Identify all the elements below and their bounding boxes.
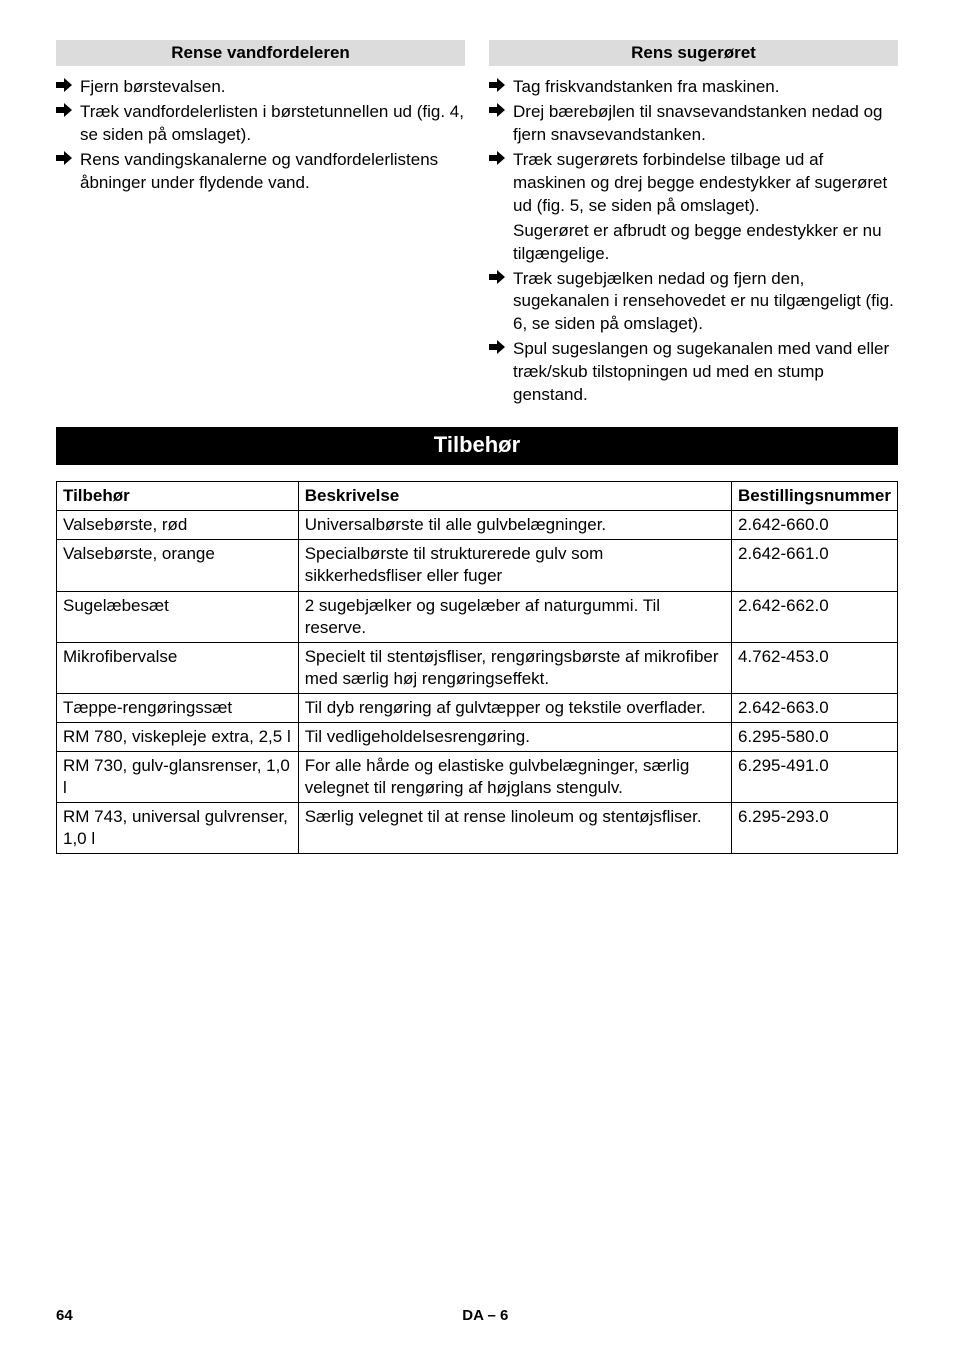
left-heading: Rense vandfordeleren (56, 40, 465, 66)
table-cell: Valsebørste, orange (57, 540, 299, 591)
table-row: Valsebørste, rødUniversalbørste til alle… (57, 511, 898, 540)
list-item-text: Træk sugerørets forbindelse tilbage ud a… (513, 149, 898, 218)
right-list: Tag friskvandstanken fra maskinen.Drej b… (489, 76, 898, 407)
right-heading: Rens sugerøret (489, 40, 898, 66)
list-item: Træk vandfordelerlisten i børstetunnelle… (56, 101, 465, 147)
list-item-text: Træk sugebjælken nedad og fjern den, sug… (513, 268, 898, 337)
arrow-right-icon (56, 151, 74, 165)
page-footer: 64 DA – 6 (56, 1307, 898, 1324)
accessories-table: Tilbehør Beskrivelse Bestillingsnummer V… (56, 481, 898, 854)
table-cell: For alle hårde og elastiske gulvbelægnin… (298, 752, 731, 803)
table-row: RM 780, viskepleje extra, 2,5 lTil vedli… (57, 722, 898, 751)
table-cell: RM 730, gulv-glansrenser, 1,0 l (57, 752, 299, 803)
table-row: Valsebørste, orangeSpecialbørste til str… (57, 540, 898, 591)
page-number: 64 (56, 1307, 73, 1324)
list-item-note: Sugerøret er afbrudt og begge endestykke… (513, 220, 898, 266)
left-list: Fjern børstevalsen.Træk vandfordelerlist… (56, 76, 465, 195)
table-cell: Til dyb rengøring af gulvtæpper og tekst… (298, 693, 731, 722)
table-row: Tæppe-rengøringssætTil dyb rengøring af … (57, 693, 898, 722)
arrow-right-icon (489, 340, 507, 354)
table-cell: 6.295-293.0 (731, 803, 897, 854)
arrow-right-icon (489, 78, 507, 92)
table-header: Bestillingsnummer (731, 482, 897, 511)
table-cell: 6.295-580.0 (731, 722, 897, 751)
table-cell: 2.642-662.0 (731, 591, 897, 642)
table-row: MikrofibervalseSpecielt til stentøjsflis… (57, 642, 898, 693)
table-row: Sugelæbesæt2 sugebjælker og sugelæber af… (57, 591, 898, 642)
list-item-text: Fjern børstevalsen. (80, 76, 465, 99)
table-cell: Sugelæbesæt (57, 591, 299, 642)
page-lang: DA – 6 (56, 1307, 898, 1324)
table-header-row: Tilbehør Beskrivelse Bestillingsnummer (57, 482, 898, 511)
table-cell: Til vedligeholdelsesrengøring. (298, 722, 731, 751)
arrow-right-icon (489, 103, 507, 117)
table-cell: RM 780, viskepleje extra, 2,5 l (57, 722, 299, 751)
table-cell: Mikrofibervalse (57, 642, 299, 693)
table-cell: 2.642-660.0 (731, 511, 897, 540)
table-cell: 2.642-663.0 (731, 693, 897, 722)
table-cell: Specielt til stentøjsfliser, rengøringsb… (298, 642, 731, 693)
arrow-right-icon (56, 103, 74, 117)
table-cell: Specialbørste til strukturerede gulv som… (298, 540, 731, 591)
list-item: Spul sugeslangen og sugekanalen med vand… (489, 338, 898, 407)
list-item-text: Rens vandingskanalerne og vandfordelerli… (80, 149, 465, 195)
table-cell: 2 sugebjælker og sugelæber af naturgummi… (298, 591, 731, 642)
list-item: Træk sugebjælken nedad og fjern den, sug… (489, 268, 898, 337)
list-item: Træk sugerørets forbindelse tilbage ud a… (489, 149, 898, 218)
section-heading: Tilbehør (56, 427, 898, 465)
list-item: Fjern børstevalsen. (56, 76, 465, 99)
arrow-right-icon (489, 270, 507, 284)
table-cell: 6.295-491.0 (731, 752, 897, 803)
arrow-right-icon (489, 151, 507, 165)
list-item: Rens vandingskanalerne og vandfordelerli… (56, 149, 465, 195)
list-item-text: Drej bærebøjlen til snavsevandstanken ne… (513, 101, 898, 147)
table-cell: Særlig velegnet til at rense linoleum og… (298, 803, 731, 854)
arrow-right-icon (56, 78, 74, 92)
list-item-text: Træk vandfordelerlisten i børstetunnelle… (80, 101, 465, 147)
list-item: Drej bærebøjlen til snavsevandstanken ne… (489, 101, 898, 147)
table-cell: 2.642-661.0 (731, 540, 897, 591)
list-item-text: Tag friskvandstanken fra maskinen. (513, 76, 898, 99)
table-header: Tilbehør (57, 482, 299, 511)
table-cell: 4.762-453.0 (731, 642, 897, 693)
table-cell: Valsebørste, rød (57, 511, 299, 540)
table-cell: Tæppe-rengøringssæt (57, 693, 299, 722)
list-item: Tag friskvandstanken fra maskinen. (489, 76, 898, 99)
table-row: RM 730, gulv-glansrenser, 1,0 lFor alle … (57, 752, 898, 803)
table-cell: Universalbørste til alle gulvbelægninger… (298, 511, 731, 540)
table-header: Beskrivelse (298, 482, 731, 511)
table-cell: RM 743, universal gulvrenser, 1,0 l (57, 803, 299, 854)
table-row: RM 743, universal gulvrenser, 1,0 lSærli… (57, 803, 898, 854)
list-item-text: Spul sugeslangen og sugekanalen med vand… (513, 338, 898, 407)
